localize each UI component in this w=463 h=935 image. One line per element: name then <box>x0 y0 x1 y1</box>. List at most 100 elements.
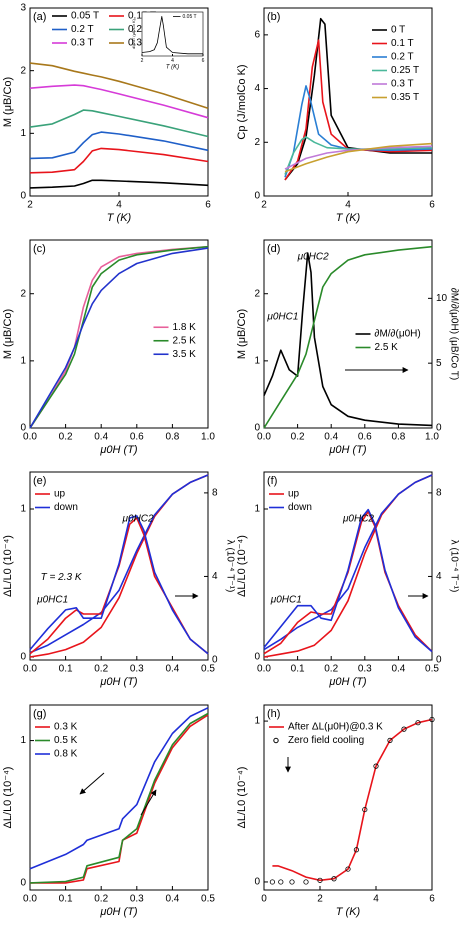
x-axis-label: μ0H (T) <box>99 906 138 918</box>
y-tick-label: 2 <box>254 137 260 148</box>
legend-label: 0.1 T <box>391 38 414 49</box>
data-line <box>141 15 203 55</box>
x-tick-label: 6 <box>429 894 435 905</box>
x-tick-label: 4 <box>373 894 379 905</box>
x-axis-label: μ0H (T) <box>328 444 367 456</box>
panel-label: (e) <box>33 475 46 487</box>
legend-label: up <box>288 489 300 500</box>
x-tick-label: 1.0 <box>201 432 215 443</box>
x-tick-label: 0.0 <box>23 432 37 443</box>
data-line <box>272 718 433 882</box>
panel-label: (g) <box>33 708 46 720</box>
x-tick-label: 0.4 <box>165 894 179 905</box>
y-tick-label: 0 <box>254 877 260 888</box>
legend-label: After ΔL(μ0H)@0.3 K <box>288 722 383 733</box>
data-line <box>263 245 433 429</box>
legend-label: up <box>54 489 66 500</box>
annotation: μ0HC1 <box>266 312 298 323</box>
data-point <box>362 806 368 813</box>
x-tick-label: 0.2 <box>324 664 338 675</box>
y2-tick-label: 0 <box>436 655 442 666</box>
x-tick-label: 0.8 <box>165 432 179 443</box>
x-tick-label: 0.0 <box>23 894 37 905</box>
data-line <box>29 62 209 110</box>
data-point <box>401 726 407 732</box>
x-tick-label: 2 <box>141 58 144 64</box>
y-axis-label: ΔL/L0 (10⁻⁴) <box>2 535 14 597</box>
data-line <box>29 707 209 870</box>
x-tick-label: 0.4 <box>165 664 179 675</box>
y-tick-label: 0 <box>254 652 260 663</box>
data-line <box>284 145 433 170</box>
y-tick-label: 2 <box>254 288 260 299</box>
x-tick-label: 0.4 <box>324 432 338 443</box>
x-tick-label: 0.2 <box>291 432 305 443</box>
data-line <box>263 474 433 651</box>
y2-axis-label: λ (10⁻⁴ T⁻¹) <box>448 540 459 593</box>
y-axis-label: M (μB/Co) <box>2 77 14 127</box>
data-line <box>29 245 209 429</box>
annotation: μ0HC1 <box>36 594 68 605</box>
y-axis-label: Cp (J/molCo K) <box>236 64 248 139</box>
data-line <box>29 147 209 174</box>
y-tick-label: 0 <box>20 652 26 663</box>
legend-label: 0.25 T <box>391 65 419 76</box>
y2-tick-label: 5 <box>436 358 442 369</box>
data-line <box>29 131 209 160</box>
data-point <box>317 877 323 883</box>
plot-frame <box>263 704 433 891</box>
annotation: T = 2.3 K <box>41 572 83 583</box>
legend-label: 0 T <box>391 25 405 36</box>
y-tick-label: 0 <box>254 423 260 434</box>
x-tick-label: 6 <box>205 200 211 211</box>
data-point <box>387 737 393 743</box>
data-line <box>29 247 209 429</box>
legend-label: 0.3 T <box>391 79 414 90</box>
x-tick-label: 0.1 <box>59 894 73 905</box>
x-tick-label: 0.3 <box>130 894 144 905</box>
y-tick-label: 1 <box>254 716 260 727</box>
x-tick-label: 2 <box>27 200 33 211</box>
y2-tick-label: 8 <box>212 488 218 499</box>
legend-label: 0.5 K <box>54 735 78 746</box>
data-point <box>331 876 337 882</box>
y-tick-label: 1 <box>20 735 26 746</box>
x-tick-label: 0.8 <box>391 432 405 443</box>
y-axis-label: M (μB/Co) <box>236 309 248 359</box>
x-axis-label: T (K) <box>336 212 361 224</box>
data-point <box>373 763 379 769</box>
y-axis-label: M (μB/Co) <box>2 309 14 359</box>
data-line <box>29 84 209 119</box>
x-tick-label: 0.5 <box>201 894 215 905</box>
x-tick-label: 0.2 <box>94 894 108 905</box>
legend-label: 0.8 K <box>54 749 78 760</box>
x-tick-label: 0.0 <box>23 664 37 675</box>
y-tick-label: 0 <box>20 878 26 889</box>
legend-label: down <box>288 502 312 513</box>
data-line <box>263 252 433 427</box>
legend-label: 0.2 T <box>71 24 94 35</box>
legend-label: 0.35 T <box>391 92 419 103</box>
data-point <box>269 879 275 885</box>
annotation: μ0HC2 <box>297 252 329 263</box>
data-line <box>29 109 209 138</box>
y-axis-label: dM/dT (μB/Co K) <box>131 18 136 49</box>
legend-label: down <box>54 502 78 513</box>
x-axis-label: μ0H (T) <box>99 676 138 688</box>
panel-label: (c) <box>33 243 46 255</box>
y2-tick-label: 0 <box>212 655 218 666</box>
x-tick-label: 0.4 <box>94 432 108 443</box>
data-line <box>29 474 209 654</box>
data-point <box>353 847 359 853</box>
annotation: μ0HC2 <box>122 514 154 525</box>
annotation: μ0HC1 <box>270 594 302 605</box>
y-tick-label: 1 <box>254 355 260 366</box>
x-tick-label: 6 <box>429 200 435 211</box>
legend-label: Zero field cooling <box>288 735 364 746</box>
legend-label: 3.5 K <box>173 349 197 360</box>
x-tick-label: 0.2 <box>94 664 108 675</box>
plot-frame <box>263 239 433 429</box>
y-axis-label: ΔL/L0 (10⁻⁴) <box>236 767 248 829</box>
y-tick-label: 1 <box>254 504 260 515</box>
y2-tick-label: 4 <box>436 571 442 582</box>
